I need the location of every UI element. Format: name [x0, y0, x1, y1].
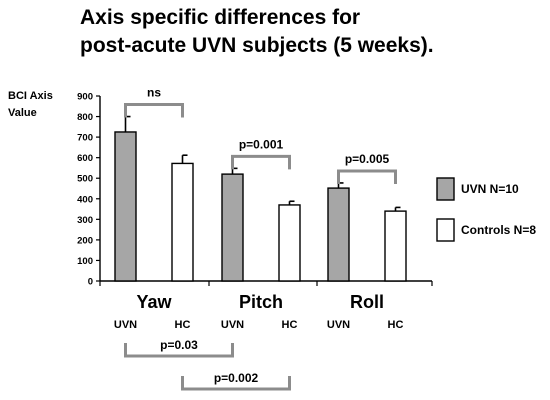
plot-area: 0 100 200 300 400 500 600 700 800 900 Yaw UVN HC Pitc…	[77, 86, 433, 391]
subgroup-label: HC	[175, 319, 191, 331]
y-tick-label: 100	[77, 256, 93, 267]
subgroup-label: HC	[388, 319, 404, 331]
significance-label: p=0.005	[345, 152, 390, 166]
significance-label: ns	[147, 86, 161, 100]
significance-bracket	[124, 343, 234, 358]
subgroup-label: HC	[282, 319, 298, 331]
y-tick-label: 500	[77, 174, 93, 185]
chart-title-line-2: post-acute UVN subjects (5 weeks).	[80, 34, 434, 57]
bar	[384, 210, 407, 282]
significance-bracket	[337, 169, 397, 184]
bar	[171, 162, 194, 282]
subgroup-label: UVN	[221, 319, 244, 331]
legend-label: UVN N=10	[461, 182, 519, 196]
y-tick-label: 200	[77, 235, 93, 246]
bar	[221, 173, 244, 282]
y-axis-label-line-1: BCI Axis	[8, 90, 53, 102]
significance-label: p=0.001	[239, 137, 284, 151]
legend: UVN N=10 Controls N=8	[436, 177, 536, 242]
group-label: Roll	[350, 292, 384, 312]
group-label: Pitch	[239, 292, 283, 312]
bar	[114, 131, 137, 282]
significance-bracket	[181, 376, 291, 391]
chart-title-line-1: Axis specific differences for	[80, 6, 360, 29]
legend-swatch	[436, 177, 455, 201]
legend-label: Controls N=8	[461, 223, 536, 237]
subgroup-label: UVN	[114, 319, 137, 331]
y-axis-label-line-2: Value	[8, 107, 37, 119]
significance-bracket	[124, 103, 184, 118]
y-tick-label: 600	[77, 153, 93, 164]
y-tick-label: 0	[88, 277, 93, 288]
y-tick-label: 800	[77, 112, 93, 123]
bar	[278, 204, 301, 282]
significance-label: p=0.002	[214, 371, 259, 385]
significance-bracket	[231, 154, 291, 170]
y-tick-label: 300	[77, 215, 93, 226]
y-tick-label: 700	[77, 133, 93, 144]
legend-swatch	[436, 218, 455, 242]
subgroup-label: UVN	[327, 319, 350, 331]
significance-label: p=0.03	[160, 338, 198, 352]
bar	[327, 187, 350, 282]
y-tick-label: 900	[77, 92, 93, 103]
group-label: Yaw	[136, 292, 172, 312]
y-tick-label: 400	[77, 194, 93, 205]
